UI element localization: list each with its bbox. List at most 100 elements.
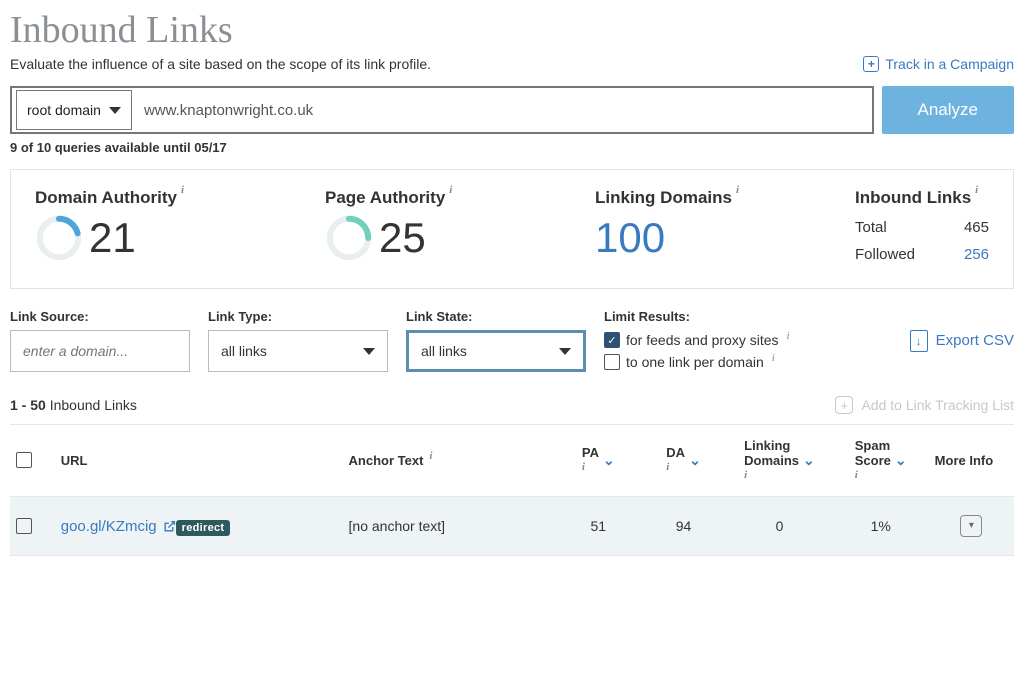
stat-value: 465: [964, 214, 989, 241]
filter-limit-results: Limit Results: ✓ for feeds and proxy site…: [604, 309, 788, 370]
metric-domain-authority: Domain Authority i 21: [35, 188, 315, 268]
chevron-down-icon: [559, 348, 571, 355]
da-value: 21: [89, 214, 136, 262]
metric-page-authority: Page Authority i 25: [325, 188, 585, 268]
info-icon[interactable]: i: [975, 184, 978, 196]
plus-icon: +: [835, 396, 853, 414]
inbound-links-table: URL Anchor Text i PAi ⌄ DAi ⌄: [10, 424, 1014, 556]
da-donut: [35, 214, 83, 262]
redirect-badge: redirect: [176, 520, 231, 536]
checkbox[interactable]: ✓: [604, 332, 620, 348]
col-ld-1: Linking: [744, 439, 790, 454]
filters-row: Link Source: Link Type: all links Link S…: [10, 309, 1014, 372]
scope-select[interactable]: root domain: [16, 90, 132, 130]
metric-inbound-links: Inbound Links i Total465Followed256: [855, 188, 989, 268]
filter-link-source: Link Source:: [10, 309, 190, 372]
pa-donut: [325, 214, 373, 262]
range-numbers: 1 - 50: [10, 397, 46, 413]
select-all-checkbox[interactable]: [16, 452, 32, 468]
sort-icon[interactable]: ⌄: [603, 452, 615, 469]
plus-icon: +: [863, 56, 879, 72]
limit-option-label: to one link per domain: [626, 354, 764, 370]
filter-label: Limit Results:: [604, 309, 788, 324]
export-csv-link[interactable]: ↓ Export CSV: [910, 330, 1014, 352]
spam-value: 1%: [833, 496, 929, 555]
metric-linking-domains: Linking Domains i 100: [595, 188, 845, 268]
domain-input[interactable]: [132, 102, 872, 119]
filter-label: Link Source:: [10, 309, 190, 324]
ld-value: 0: [726, 496, 833, 555]
metrics-card: Domain Authority i 21 Page Authority i: [10, 169, 1014, 289]
filter-label: Link Type:: [208, 309, 388, 324]
limit-option: ✓ for feeds and proxy sites i: [604, 332, 788, 348]
table-row: goo.gl/KZmcig redirect [no anchor text]51…: [10, 496, 1014, 555]
info-icon[interactable]: i: [429, 450, 432, 462]
checkbox[interactable]: [604, 354, 620, 370]
results-range: 1 - 50 Inbound Links: [10, 397, 137, 413]
col-anchor: Anchor Text: [349, 453, 424, 468]
pa-value: 51: [556, 496, 641, 555]
inbound-stat-row: Total 465: [855, 214, 989, 241]
track-campaign-label: Track in a Campaign: [885, 56, 1014, 72]
info-icon[interactable]: i: [787, 330, 790, 342]
col-spam-1: Spam: [855, 439, 890, 454]
info-icon[interactable]: i: [449, 184, 452, 196]
more-info-toggle[interactable]: ▾: [960, 515, 982, 537]
il-label: Inbound Links: [855, 188, 971, 208]
col-pa: PA: [582, 446, 599, 461]
sort-icon[interactable]: ⌄: [689, 452, 701, 469]
stat-key: Total: [855, 214, 887, 241]
limit-option-label: for feeds and proxy sites: [626, 332, 779, 348]
col-url: URL: [61, 453, 88, 468]
info-icon[interactable]: i: [582, 461, 585, 474]
track-campaign-link[interactable]: + Track in a Campaign: [863, 56, 1014, 72]
ld-value[interactable]: 100: [595, 214, 665, 262]
link-type-select[interactable]: all links: [208, 330, 388, 372]
pa-value: 25: [379, 214, 426, 262]
external-link-icon: [163, 520, 176, 533]
pa-label: Page Authority: [325, 188, 445, 208]
stat-value[interactable]: 256: [964, 241, 989, 268]
quota-text: 9 of 10 queries available until 05/17: [10, 140, 1014, 155]
export-csv-label: Export CSV: [936, 332, 1014, 349]
range-suffix: Inbound Links: [46, 397, 137, 413]
scope-select-label: root domain: [27, 102, 101, 118]
info-icon[interactable]: i: [666, 461, 669, 474]
url-link[interactable]: goo.gl/KZmcig: [61, 518, 176, 535]
filter-link-state: Link State: all links: [406, 309, 586, 372]
download-icon: ↓: [910, 330, 928, 352]
col-ld-2: Domains: [744, 454, 799, 469]
filter-label: Link State:: [406, 309, 586, 324]
limit-option: to one link per domain i: [604, 354, 788, 370]
sort-icon[interactable]: ⌄: [895, 452, 907, 469]
domain-search-box: root domain: [10, 86, 874, 134]
add-to-tracking-label: Add to Link Tracking List: [861, 397, 1014, 413]
col-more: More Info: [935, 453, 994, 468]
link-state-select[interactable]: all links: [406, 330, 586, 372]
link-source-field[interactable]: [23, 343, 177, 359]
col-spam-2: Score: [855, 454, 891, 469]
chevron-down-icon: [363, 348, 375, 355]
ld-label: Linking Domains: [595, 188, 732, 208]
da-label: Domain Authority: [35, 188, 177, 208]
add-to-tracking-list[interactable]: + Add to Link Tracking List: [835, 396, 1014, 414]
sort-icon[interactable]: ⌄: [803, 452, 815, 469]
link-source-input[interactable]: [10, 330, 190, 372]
info-icon[interactable]: i: [736, 184, 739, 196]
analyze-button[interactable]: Analyze: [882, 86, 1014, 134]
link-state-value: all links: [421, 343, 467, 359]
anchor-text: [no anchor text]: [343, 496, 556, 555]
info-icon[interactable]: i: [772, 352, 775, 364]
page-title: Inbound Links: [10, 8, 1014, 52]
stat-key: Followed: [855, 241, 915, 268]
info-icon[interactable]: i: [181, 184, 184, 196]
info-icon[interactable]: i: [855, 469, 858, 482]
inbound-stat-row: Followed 256: [855, 241, 989, 268]
filter-link-type: Link Type: all links: [208, 309, 388, 372]
chevron-down-icon: [109, 107, 121, 114]
info-icon[interactable]: i: [744, 469, 747, 482]
row-checkbox[interactable]: [16, 518, 32, 534]
link-type-value: all links: [221, 343, 267, 359]
col-da: DA: [666, 446, 685, 461]
da-value: 94: [641, 496, 726, 555]
